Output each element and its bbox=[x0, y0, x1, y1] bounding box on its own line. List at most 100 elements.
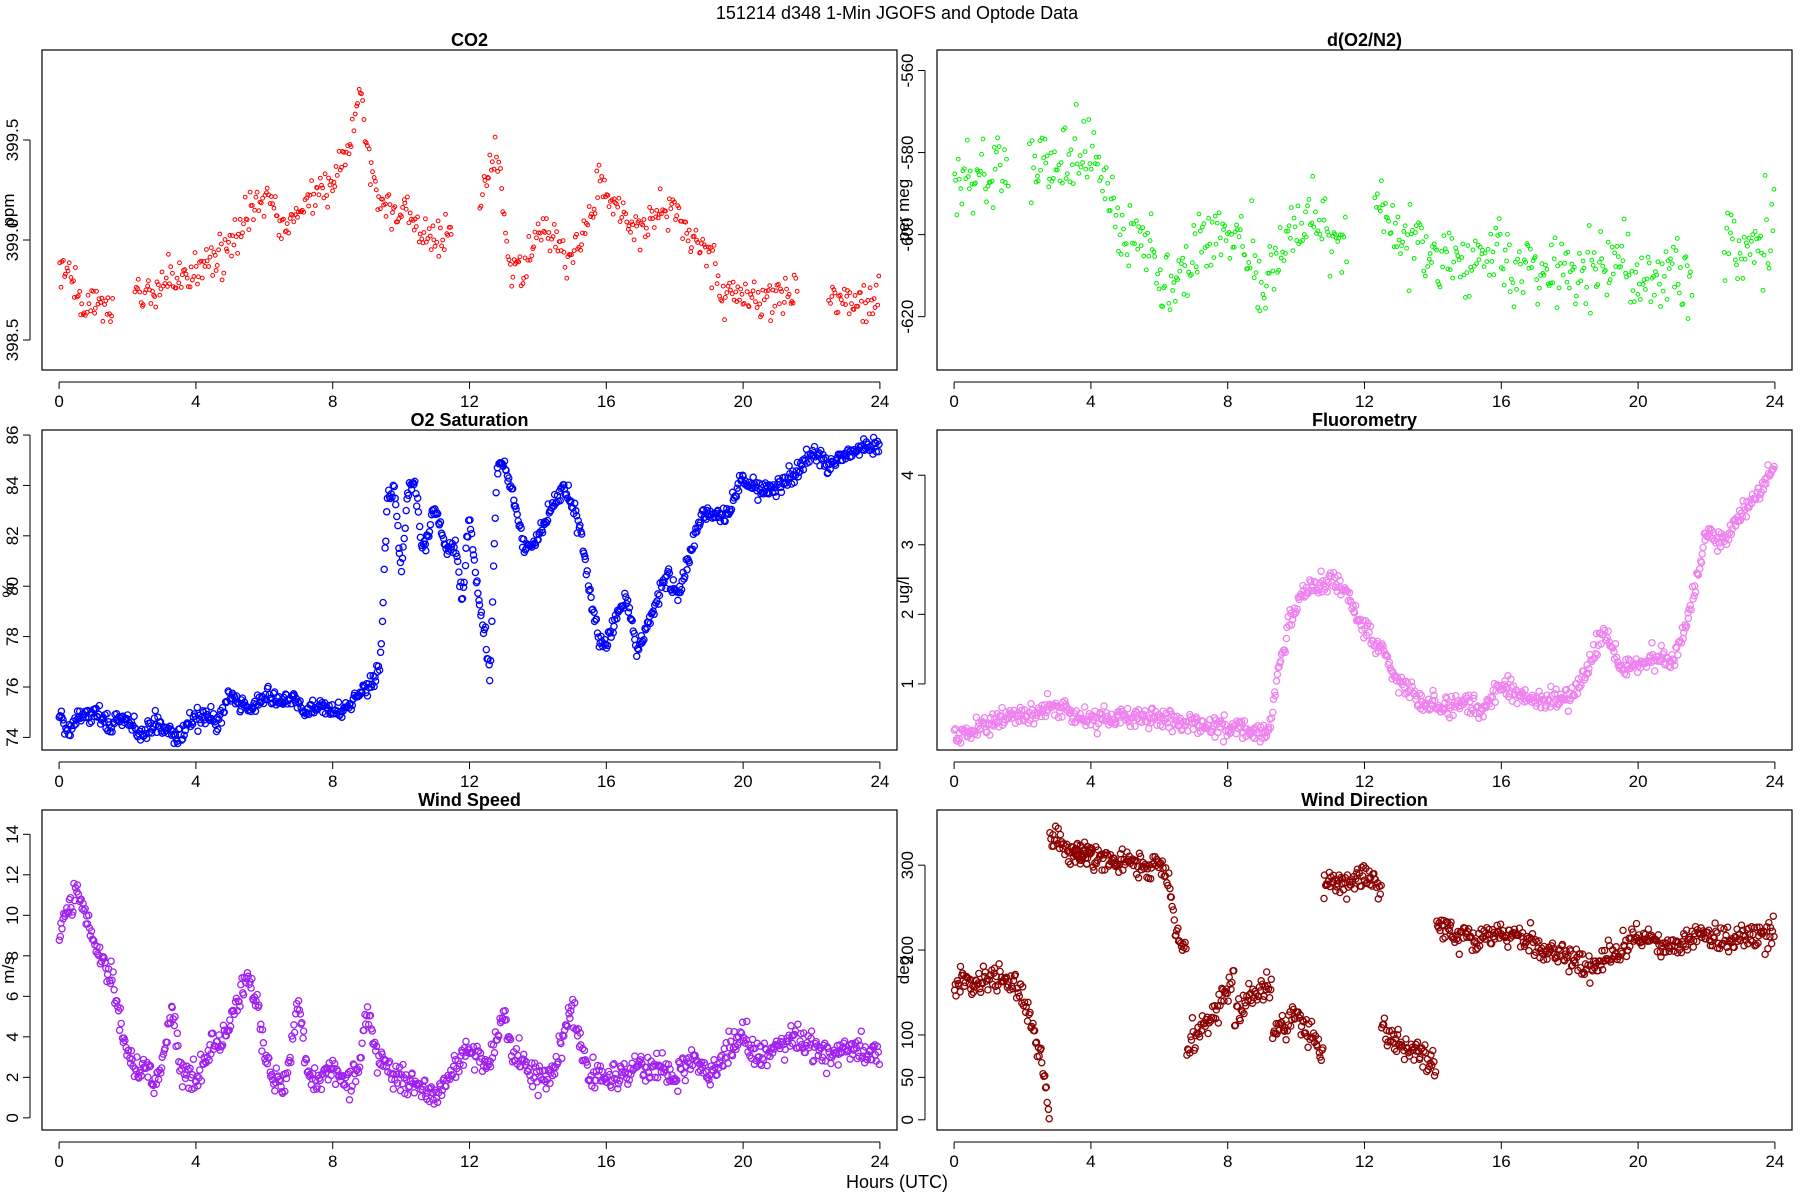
data-point bbox=[1377, 208, 1383, 214]
data-point bbox=[279, 236, 284, 242]
data-point bbox=[204, 258, 210, 264]
data-point bbox=[419, 236, 425, 242]
data-point bbox=[570, 260, 576, 266]
y-axis-label: m/s bbox=[0, 956, 18, 983]
data-point bbox=[1113, 212, 1119, 218]
data-point bbox=[1415, 689, 1424, 698]
data-point bbox=[390, 482, 399, 491]
data-point bbox=[1191, 223, 1197, 228]
data-point bbox=[278, 1089, 287, 1098]
data-point bbox=[363, 1003, 372, 1011]
data-point bbox=[285, 1056, 294, 1065]
data-point bbox=[1287, 621, 1296, 629]
data-point bbox=[272, 194, 278, 200]
data-point bbox=[1604, 292, 1610, 298]
data-point bbox=[90, 288, 96, 294]
data-point bbox=[1571, 264, 1577, 270]
data-point bbox=[103, 977, 111, 986]
data-point bbox=[1152, 254, 1157, 259]
data-point bbox=[1741, 234, 1747, 240]
y-tick-label: 1 bbox=[898, 679, 917, 688]
data-point bbox=[1604, 627, 1612, 635]
data-point bbox=[1528, 246, 1533, 252]
data-point bbox=[1309, 220, 1315, 226]
data-point bbox=[422, 546, 430, 555]
data-point bbox=[973, 180, 978, 186]
data-point bbox=[1751, 260, 1757, 265]
data-point bbox=[1089, 143, 1095, 149]
data-point bbox=[1404, 245, 1409, 251]
data-point bbox=[1625, 231, 1631, 237]
data-point bbox=[1217, 235, 1223, 241]
data-point bbox=[1465, 243, 1471, 249]
data-point bbox=[477, 608, 486, 616]
data-point bbox=[334, 173, 340, 178]
y-axis-label: deg bbox=[894, 956, 913, 984]
data-point bbox=[624, 608, 633, 616]
data-point bbox=[829, 294, 835, 299]
data-point bbox=[515, 258, 520, 264]
data-point bbox=[626, 614, 635, 623]
data-point bbox=[1168, 727, 1177, 736]
data-point bbox=[168, 264, 174, 270]
data-point bbox=[441, 247, 447, 253]
data-point bbox=[1303, 209, 1308, 215]
data-point bbox=[181, 1074, 190, 1083]
data-point bbox=[1542, 702, 1551, 710]
data-point bbox=[256, 208, 262, 214]
data-point bbox=[290, 1021, 298, 1029]
data-point bbox=[287, 700, 295, 708]
data-point bbox=[1514, 286, 1519, 292]
data-point bbox=[1160, 304, 1166, 310]
data-point bbox=[849, 301, 854, 307]
data-point bbox=[1167, 307, 1173, 313]
data-point bbox=[198, 258, 204, 264]
data-point bbox=[572, 507, 580, 515]
data-point bbox=[1386, 218, 1391, 224]
data-point bbox=[981, 172, 987, 177]
data-point bbox=[393, 512, 401, 521]
data-point bbox=[1678, 265, 1683, 270]
data-point bbox=[826, 465, 835, 474]
data-point bbox=[1175, 277, 1180, 282]
data-point bbox=[1490, 249, 1496, 255]
data-point bbox=[1580, 258, 1586, 264]
plot-frame bbox=[936, 49, 1793, 371]
x-tick-label: 20 bbox=[734, 772, 753, 791]
data-point bbox=[377, 640, 386, 648]
data-point bbox=[1044, 153, 1050, 159]
data-point bbox=[1624, 655, 1633, 663]
data-point bbox=[1172, 716, 1180, 724]
data-point bbox=[706, 249, 712, 255]
data-point bbox=[1747, 252, 1753, 258]
data-point bbox=[867, 285, 873, 291]
data-point bbox=[150, 1089, 158, 1098]
data-point bbox=[390, 210, 395, 215]
data-point bbox=[432, 508, 441, 517]
data-point bbox=[148, 1080, 157, 1089]
data-point bbox=[1323, 588, 1331, 596]
data-point bbox=[140, 302, 146, 308]
data-point bbox=[137, 725, 146, 734]
data-point bbox=[644, 225, 649, 231]
data-point bbox=[640, 222, 646, 228]
data-point bbox=[1236, 234, 1242, 240]
data-point bbox=[1121, 226, 1126, 232]
data-point bbox=[1171, 280, 1177, 285]
data-point bbox=[361, 1020, 370, 1028]
data-point bbox=[193, 703, 202, 712]
data-point bbox=[769, 310, 775, 316]
data-point bbox=[1391, 244, 1397, 250]
data-point bbox=[415, 214, 420, 220]
data-point bbox=[188, 1071, 197, 1079]
data-point bbox=[1488, 231, 1494, 237]
data-point bbox=[286, 230, 292, 236]
data-point bbox=[1489, 259, 1495, 264]
data-point bbox=[423, 216, 428, 222]
data-point bbox=[1261, 295, 1267, 301]
data-point bbox=[458, 594, 467, 603]
data-point bbox=[1220, 711, 1229, 719]
data-point bbox=[70, 879, 78, 888]
data-point bbox=[398, 554, 407, 563]
